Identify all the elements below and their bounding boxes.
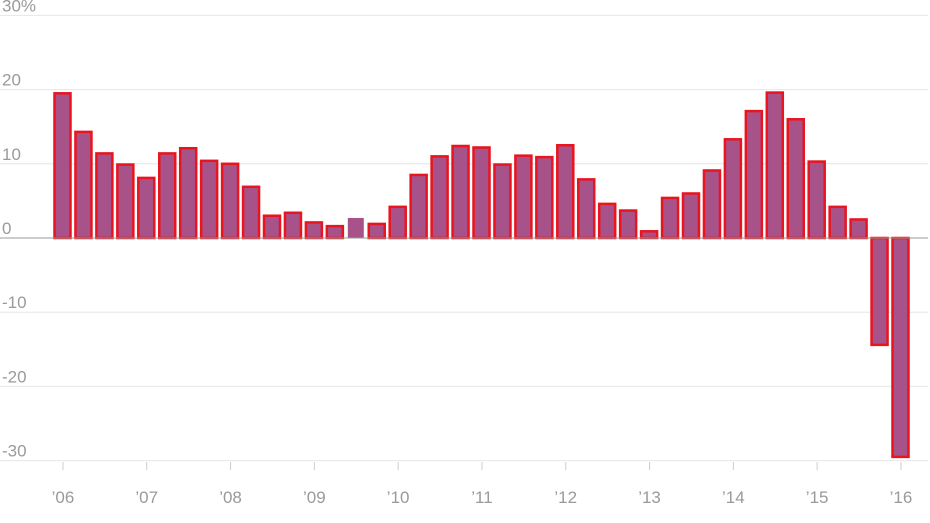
bar xyxy=(577,178,596,240)
bar xyxy=(472,146,491,240)
bar xyxy=(409,173,428,240)
y-tick-label: 30% xyxy=(2,0,36,15)
bar xyxy=(430,155,449,240)
x-tick-label: ’12 xyxy=(554,488,577,507)
bar xyxy=(116,163,135,240)
bar xyxy=(660,196,680,240)
bar xyxy=(597,202,617,240)
x-tick-label: ’14 xyxy=(722,488,745,507)
bar xyxy=(514,154,533,240)
bar xyxy=(137,176,156,240)
bar xyxy=(618,209,638,240)
y-tick-label: -30 xyxy=(2,442,27,461)
bar xyxy=(388,205,407,240)
bar xyxy=(849,218,868,240)
bar xyxy=(367,222,386,240)
bar xyxy=(304,221,324,240)
x-tick-label: ’07 xyxy=(135,488,158,507)
y-tick-label: 0 xyxy=(2,219,11,238)
y-tick-label: 20 xyxy=(2,71,21,90)
bar xyxy=(870,236,889,347)
bar xyxy=(158,152,177,240)
y-axis-ticks: 30% 20 10 0 -10 -20 -30 xyxy=(2,0,36,461)
x-tick-label: ’09 xyxy=(303,488,326,507)
x-axis-ticks: ’06 ’07 ’08 ’09 ’10 ’11 ’12 ’13 ’14 ’15 ’16 xyxy=(52,462,913,507)
y-tick-label: -10 xyxy=(2,293,27,312)
x-tick-label: ’08 xyxy=(219,488,242,507)
x-tick-label: ’11 xyxy=(471,488,492,507)
bar xyxy=(262,214,282,240)
bar xyxy=(765,91,785,240)
bar xyxy=(681,192,701,240)
bar xyxy=(744,109,764,240)
x-tick-label: ’10 xyxy=(387,488,410,507)
bar xyxy=(891,236,910,459)
bar xyxy=(493,163,512,240)
bar xyxy=(241,185,261,240)
x-tick-label: ’15 xyxy=(806,488,829,507)
bar xyxy=(220,162,240,240)
bar xyxy=(95,152,114,240)
bar xyxy=(325,224,345,240)
bar-highlighted xyxy=(347,217,364,238)
bar xyxy=(702,169,722,240)
x-tick-label: ’06 xyxy=(52,488,75,507)
bar xyxy=(828,205,847,240)
bar xyxy=(53,92,72,240)
bar xyxy=(451,144,470,240)
bar xyxy=(556,144,575,240)
bar xyxy=(639,230,659,240)
bar xyxy=(283,211,303,240)
x-tick-label: ’13 xyxy=(638,488,661,507)
bar xyxy=(807,160,826,240)
bars xyxy=(53,91,910,459)
bar xyxy=(723,138,743,240)
x-tick-label: ’16 xyxy=(890,488,913,507)
bar xyxy=(74,130,93,240)
bar xyxy=(178,146,198,240)
y-tick-label: -20 xyxy=(2,367,27,386)
bar xyxy=(199,159,219,240)
bar xyxy=(535,155,554,240)
y-tick-label: 10 xyxy=(2,145,21,164)
bar xyxy=(786,118,805,240)
